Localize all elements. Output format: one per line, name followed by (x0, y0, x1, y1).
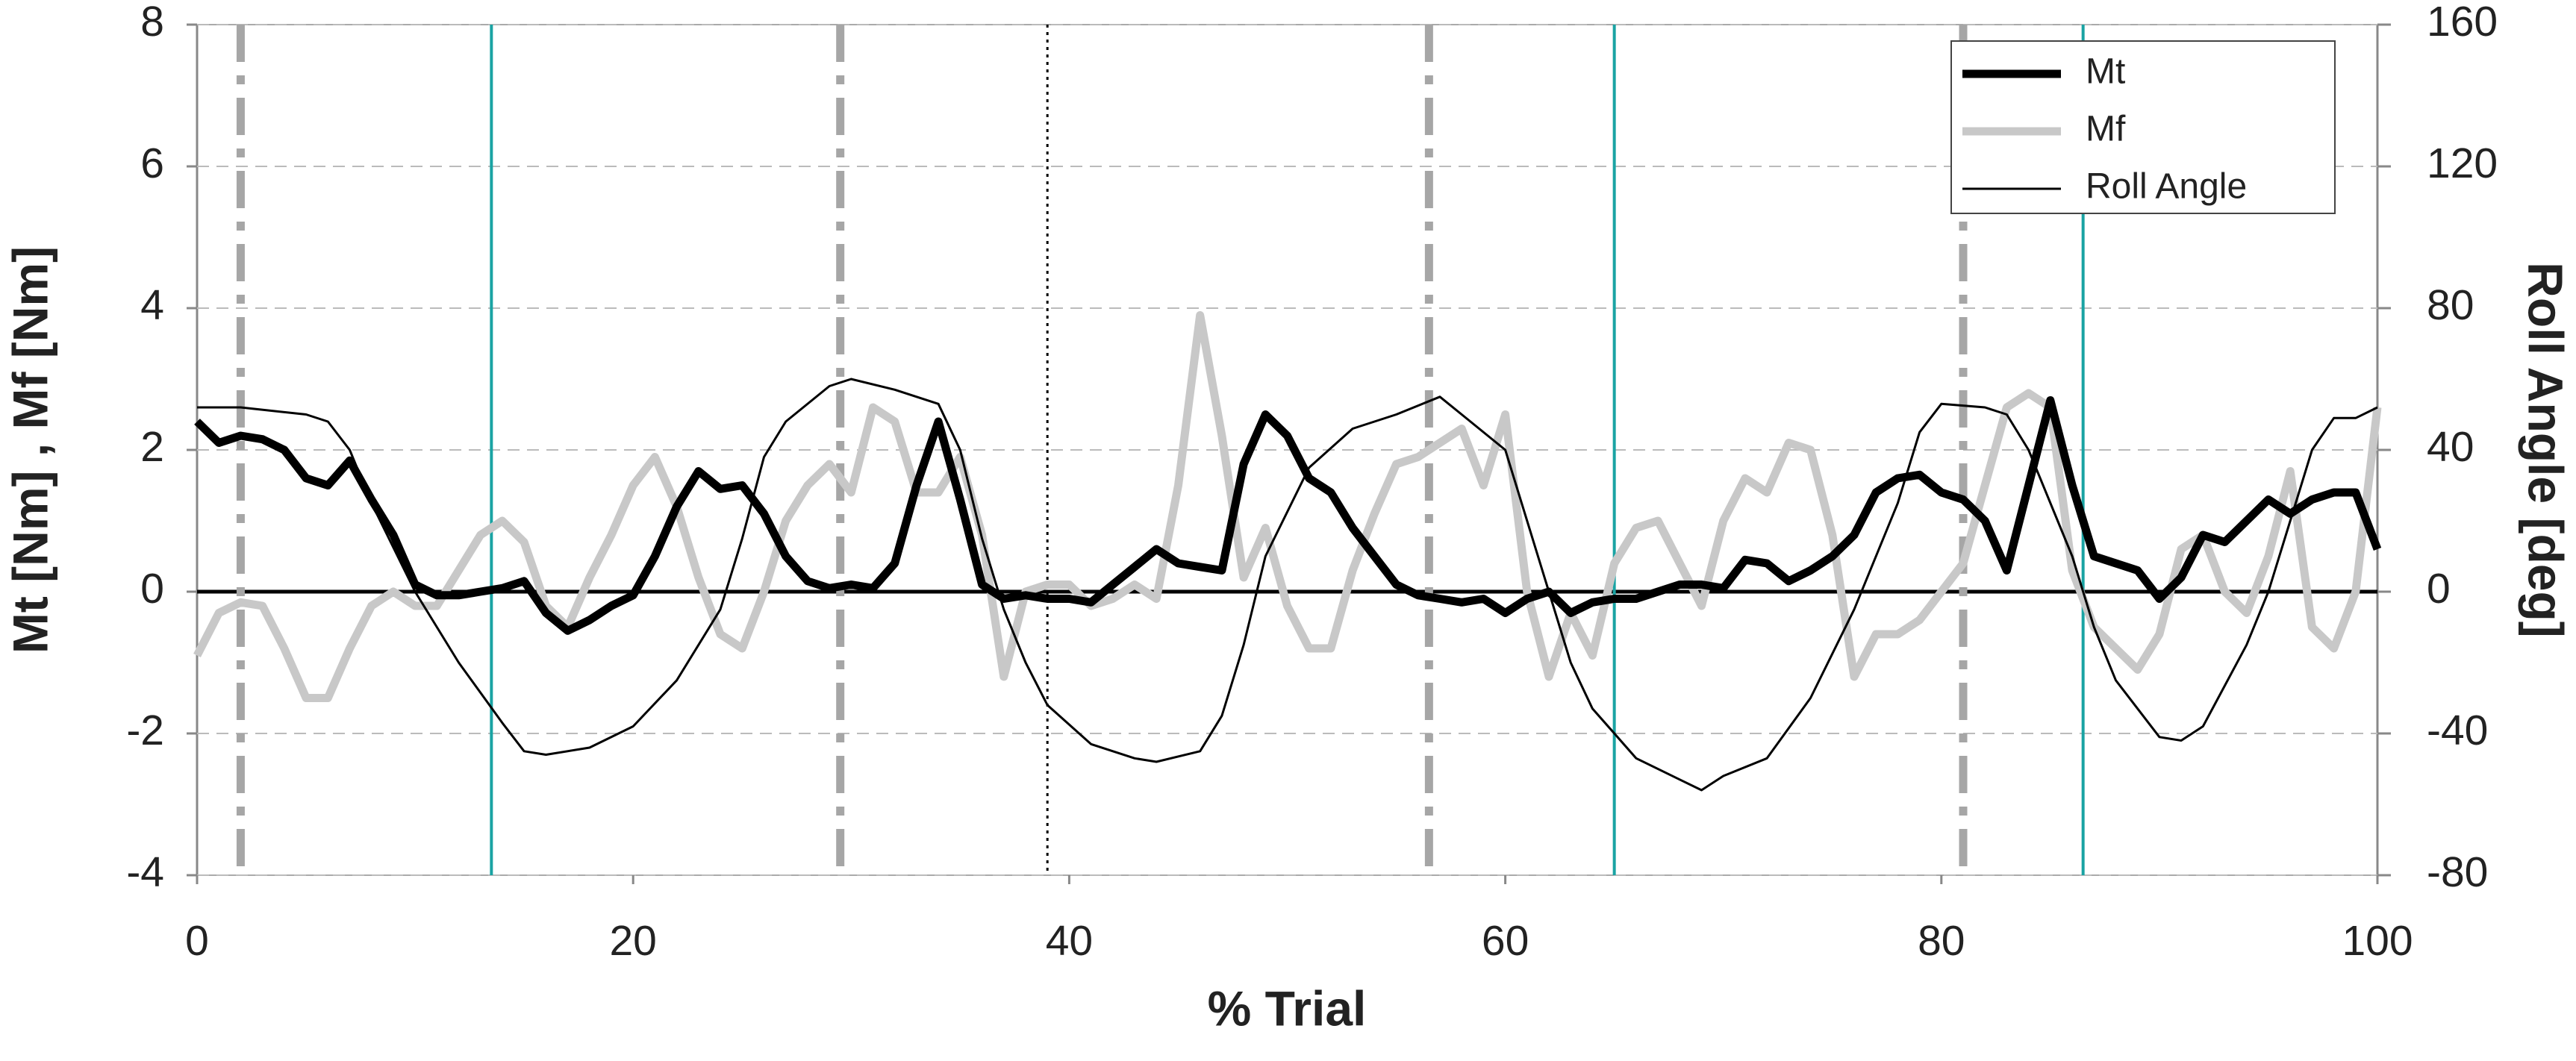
x-tick-label: 100 (2342, 917, 2413, 965)
y-axis-title: Mt [Nm] , Mf [Nm] (2, 246, 57, 654)
x-tick-label: 80 (1918, 917, 1965, 965)
series-line (197, 378, 2378, 792)
legend-label: Mt (2086, 52, 2125, 92)
y2-axis-title: Roll Angle [deg] (2519, 262, 2574, 638)
legend-label: Mf (2086, 110, 2126, 149)
legend-label: Roll Angle (2086, 167, 2247, 207)
y2-tick-label: 80 (2427, 281, 2474, 329)
y2-tick-label: 160 (2427, 0, 2498, 46)
y-tick-label: -2 (126, 707, 164, 754)
y-tick-label: 2 (140, 423, 164, 471)
y-tick-label: 4 (140, 281, 164, 329)
y2-tick-label: 120 (2427, 140, 2498, 187)
y-tick-label: -4 (126, 848, 164, 896)
y2-tick-label: 40 (2427, 423, 2474, 471)
y2-tick-label: 0 (2427, 565, 2451, 613)
x-axis-title: % Trial (1208, 980, 1367, 1036)
x-tick-label: 60 (1482, 917, 1529, 965)
y2-tick-label: -80 (2427, 848, 2488, 896)
y-tick-label: 0 (140, 565, 164, 613)
series-line (194, 396, 2382, 635)
x-tick-label: 20 (609, 917, 656, 965)
y-tick-label: 8 (140, 0, 164, 46)
x-tick-label: 40 (1046, 917, 1093, 965)
y2-tick-label: -40 (2427, 707, 2488, 754)
series-line (193, 311, 2382, 702)
x-tick-label: 0 (185, 917, 209, 965)
y-tick-label: 6 (140, 140, 164, 187)
